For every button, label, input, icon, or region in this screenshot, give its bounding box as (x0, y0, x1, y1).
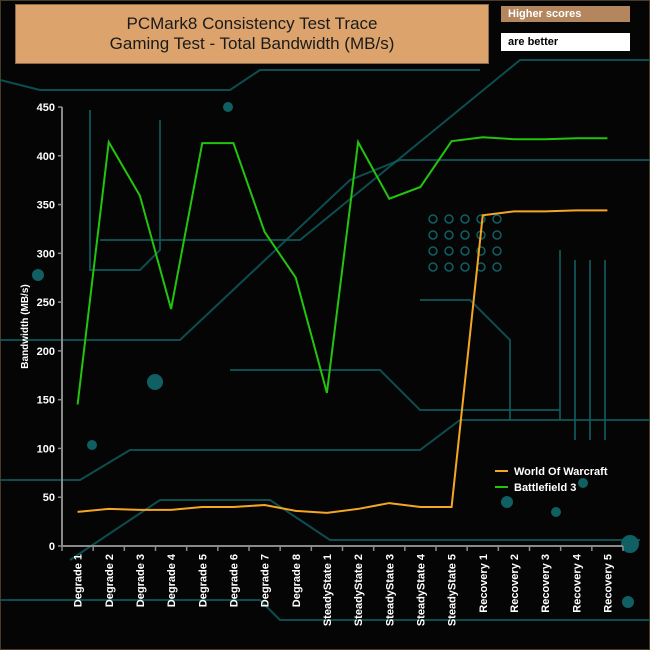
x-tick-label: Recovery 2 (509, 554, 521, 613)
circuit-trace (0, 159, 650, 341)
chart-title: PCMark8 Consistency Test Trace Gaming Te… (15, 4, 489, 64)
higher-scores-badge: Higher scores (501, 6, 630, 22)
legend-label-battlefield-3: Battlefield 3 (514, 482, 576, 494)
circuit-via (476, 246, 486, 256)
circuit-via (492, 262, 502, 272)
circuit-via (492, 214, 502, 224)
circuit-pad (87, 440, 97, 450)
x-tick-label: Recovery 1 (478, 554, 490, 613)
circuit-via (444, 230, 454, 240)
y-tick-label: 450 (37, 102, 55, 114)
circuit-via (428, 262, 438, 272)
x-tick-label: Degrade 8 (291, 554, 303, 607)
circuit-trace (230, 369, 560, 411)
circuit-trace (559, 250, 606, 440)
circuit-via (460, 230, 470, 240)
circuit-trace (89, 110, 161, 271)
circuit-pad (621, 535, 639, 553)
circuit-via (444, 214, 454, 224)
x-tick-label: Recovery 5 (602, 554, 614, 613)
circuit-pad (223, 102, 233, 112)
x-tick-label: SteadyState 5 (447, 554, 459, 626)
circuit-pad (622, 596, 634, 608)
are-better-badge: are better (501, 33, 630, 51)
series-world-of-warcraft (77, 209, 608, 514)
series-battlefield-3 (76, 136, 608, 405)
circuit-trace (0, 419, 650, 481)
x-tick-label: Degrade 7 (260, 554, 272, 607)
circuit-trace (420, 299, 511, 420)
circuit-via (428, 246, 438, 256)
y-tick-label: 200 (37, 346, 55, 358)
circuit-trace (100, 59, 650, 241)
x-tick-label: SteadyState 4 (415, 553, 427, 626)
y-tick-label: 400 (37, 151, 55, 163)
y-tick-label: 300 (37, 248, 55, 260)
circuit-trace (69, 499, 640, 561)
title-line-1: PCMark8 Consistency Test Trace (126, 14, 378, 33)
x-tick-label: Degrade 4 (166, 553, 178, 607)
circuit-pad (32, 269, 44, 281)
circuit-pad (551, 507, 561, 517)
title-line-2: Gaming Test - Total Bandwidth (MB/s) (109, 34, 395, 53)
circuit-via (460, 214, 470, 224)
x-tick-label: Degrade 3 (135, 554, 147, 607)
y-tick-label: 350 (37, 200, 55, 212)
circuit-pad (578, 478, 588, 488)
circuit-via (492, 230, 502, 240)
series-line-battlefield-3 (76, 136, 608, 405)
circuit-via (492, 246, 502, 256)
circuit-via (460, 246, 470, 256)
y-tick-label: 0 (49, 541, 55, 553)
x-tick-label: Degrade 2 (104, 554, 116, 607)
y-tick-label: 100 (37, 443, 55, 455)
y-tick-label: 50 (43, 492, 55, 504)
circuit-pad (501, 496, 513, 508)
circuit-via (428, 214, 438, 224)
circuit-via (444, 262, 454, 272)
circuit-via (428, 230, 438, 240)
circuit-pad (147, 374, 163, 390)
x-tick-label: Degrade 5 (197, 554, 209, 607)
y-tick-label: 250 (37, 297, 55, 309)
legend-label-world-of-warcraft: World Of Warcraft (514, 466, 608, 478)
circuit-via (460, 262, 470, 272)
circuit-trace (0, 69, 480, 91)
x-tick-label: SteadyState 1 (322, 554, 334, 626)
x-tick-label: SteadyState 2 (353, 554, 365, 626)
x-tick-label: Recovery 3 (540, 554, 552, 613)
x-tick-label: SteadyState 3 (384, 554, 396, 626)
x-tick-label: Degrade 1 (73, 554, 85, 607)
circuit-trace (0, 599, 650, 621)
x-tick-label: Degrade 6 (228, 554, 240, 607)
x-tick-label: Recovery 4 (571, 553, 583, 613)
circuit-via (444, 246, 454, 256)
series-line-world-of-warcraft (77, 209, 608, 514)
y-axis-label: Bandwidth (MB/s) (20, 284, 31, 368)
y-tick-label: 150 (37, 395, 55, 407)
